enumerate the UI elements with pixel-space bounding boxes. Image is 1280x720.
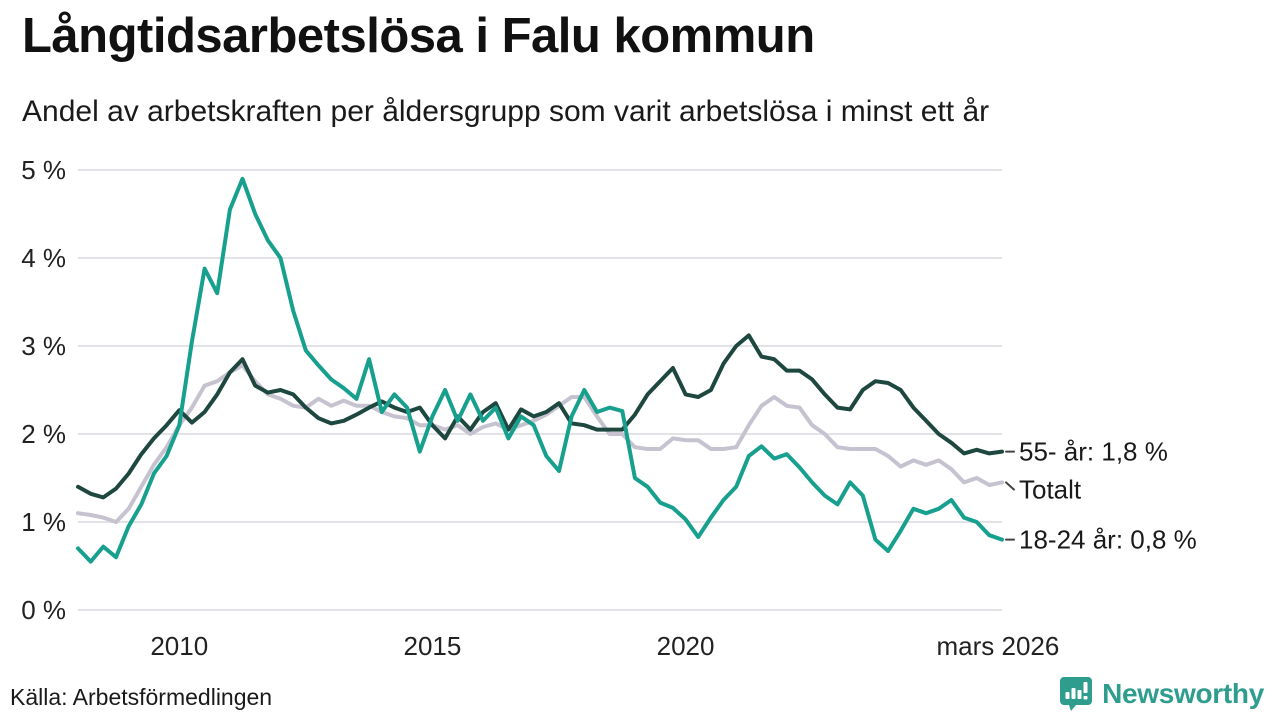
newsworthy-bubble-chart-icon — [1060, 677, 1093, 711]
newsworthy-wordmark: Newsworthy — [1102, 678, 1264, 709]
label-connector — [1005, 481, 1015, 491]
y-tick-label: 0 % — [21, 595, 66, 625]
y-tick-label: 4 % — [21, 243, 66, 273]
newsworthy-logo: Newsworthy — [1059, 676, 1264, 712]
y-tick-label: 1 % — [21, 507, 66, 537]
x-tick-label: 2010 — [150, 631, 208, 661]
series-end-label: 55- år: 1,8 % — [1019, 437, 1168, 467]
series-line-55-r — [76, 333, 1004, 500]
x-tick-label: mars 2026 — [937, 631, 1060, 661]
x-tick-label: 2015 — [403, 631, 461, 661]
series-end-label: 18-24 år: 0,8 % — [1019, 525, 1197, 555]
y-tick-label: 5 % — [21, 155, 66, 185]
x-tick-label: 2020 — [657, 631, 715, 661]
source-note: Källa: Arbetsförmedlingen — [10, 684, 273, 710]
y-tick-label: 3 % — [21, 331, 66, 361]
chart-title: Långtidsarbetslösa i Falu kommun — [22, 9, 815, 63]
y-tick-label: 2 % — [21, 419, 66, 449]
series-line-18-24-r — [76, 176, 1004, 564]
chart-subtitle: Andel av arbetskraften per åldersgrupp s… — [22, 95, 990, 128]
series-end-label: Totalt — [1019, 475, 1082, 505]
